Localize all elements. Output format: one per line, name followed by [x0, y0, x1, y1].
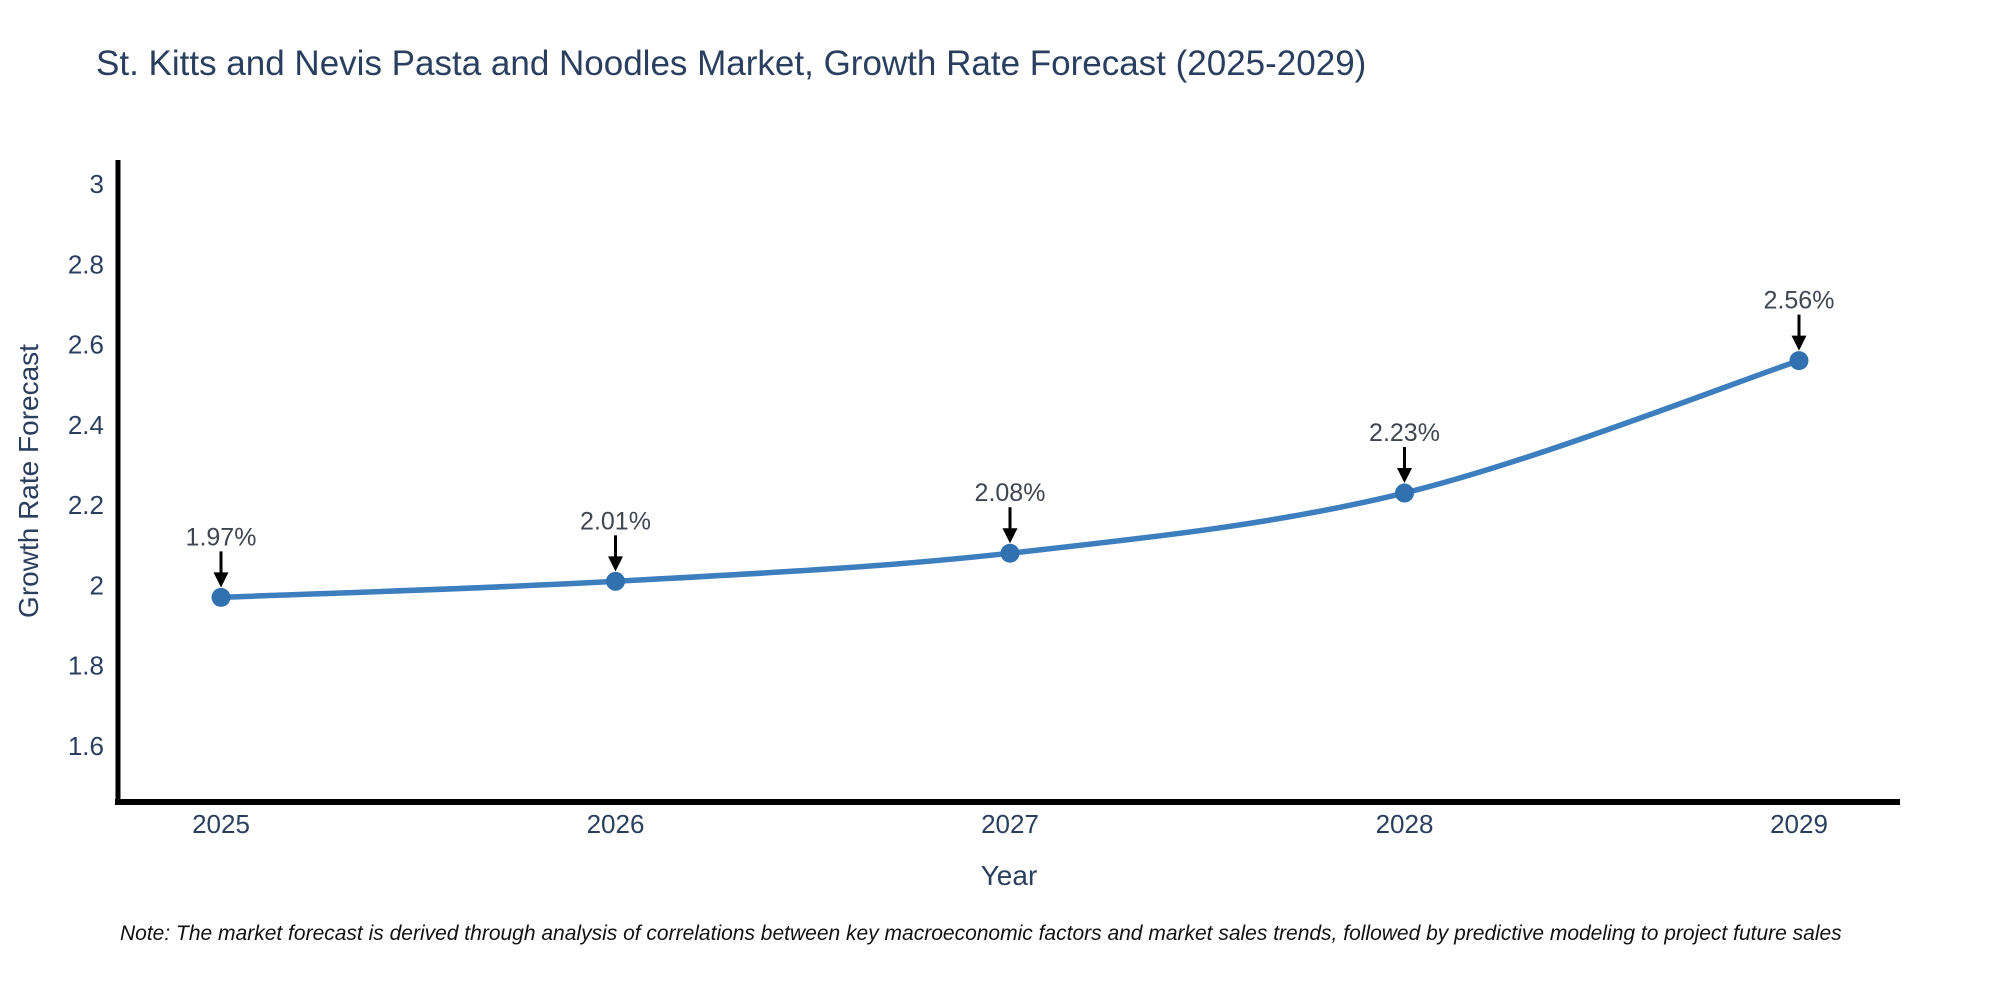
annotation-arrowhead: [213, 572, 229, 588]
point-value-label: 2.01%: [580, 507, 651, 535]
data-point-marker[interactable]: [606, 571, 625, 591]
x-tick-label: 2027: [981, 809, 1039, 839]
data-point-marker[interactable]: [1395, 483, 1414, 503]
x-tick-label: 2026: [587, 809, 645, 839]
point-value-label: 2.23%: [1369, 419, 1440, 447]
y-tick-label: 2: [90, 570, 104, 600]
footnote: Note: The market forecast is derived thr…: [120, 922, 1842, 945]
y-tick-label: 2.2: [68, 490, 104, 520]
point-value-label: 1.97%: [186, 523, 257, 551]
point-value-label: 2.56%: [1764, 287, 1835, 315]
point-value-label: 2.08%: [975, 479, 1046, 507]
data-point-marker[interactable]: [1789, 351, 1809, 371]
y-tick-label: 1.8: [68, 651, 104, 681]
annotation-arrowhead: [1397, 468, 1412, 484]
x-tick-label: 2029: [1770, 809, 1828, 839]
y-tick-label: 2.8: [68, 249, 104, 279]
data-point-marker[interactable]: [1000, 543, 1020, 563]
annotation-arrowhead: [608, 556, 623, 572]
x-axis-title: Year: [981, 860, 1038, 891]
annotation-arrowhead: [1002, 528, 1018, 544]
y-tick-label: 2.6: [68, 330, 104, 360]
x-tick-label: 2025: [192, 809, 250, 839]
y-axis-title: Growth Rate Forecast: [13, 344, 44, 618]
y-tick-label: 3: [90, 169, 104, 199]
chart-title: St. Kitts and Nevis Pasta and Noodles Ma…: [96, 44, 1367, 83]
annotation-arrowhead: [1791, 335, 1807, 351]
data-point-marker[interactable]: [211, 587, 231, 607]
x-tick-label: 2028: [1376, 809, 1434, 839]
y-tick-label: 1.6: [68, 731, 104, 761]
y-tick-label: 2.4: [68, 410, 104, 440]
